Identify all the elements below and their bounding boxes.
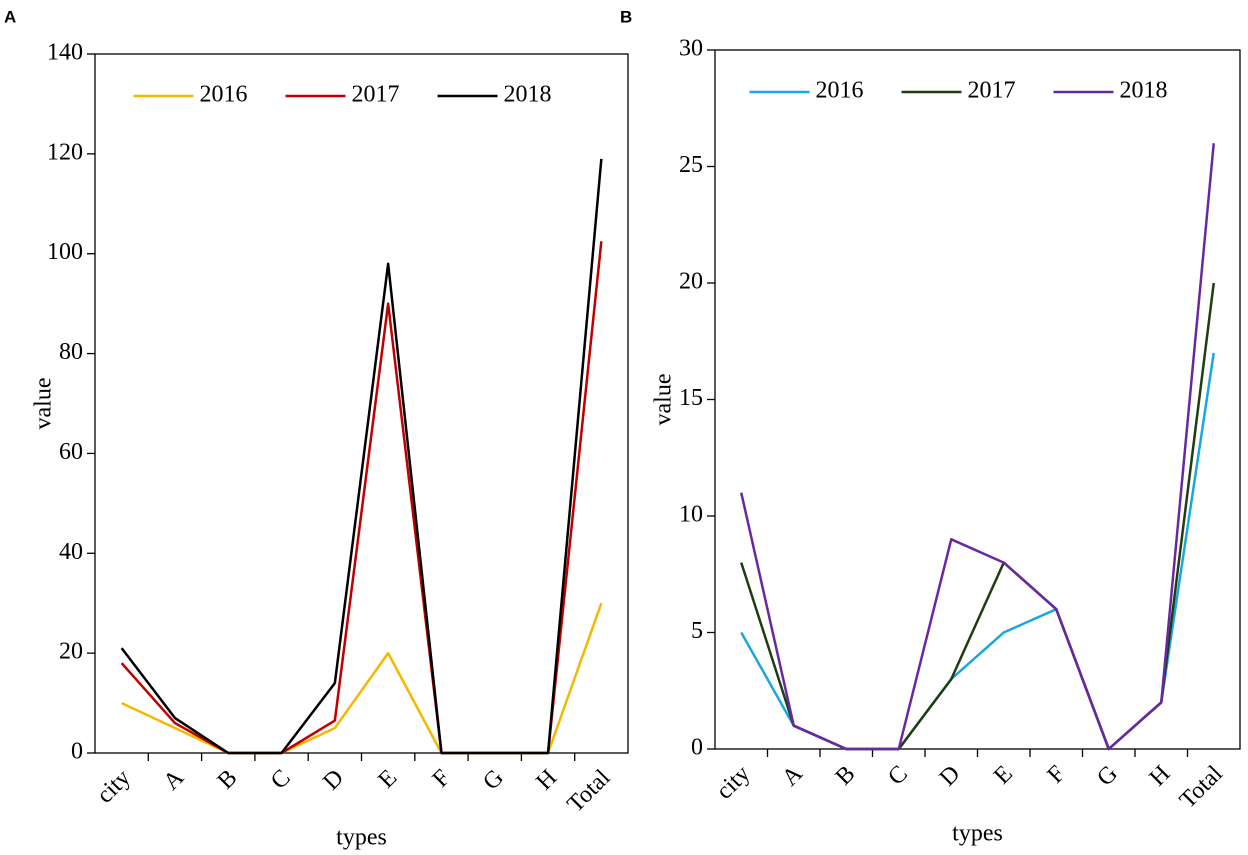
series-line [740, 143, 1215, 751]
x-tick-label: G [478, 765, 509, 796]
x-tick-label: C [266, 765, 296, 795]
y-tick-label: 30 [679, 36, 703, 62]
x-tick-label: H [532, 765, 563, 796]
x-tick-label: B [831, 761, 861, 791]
legend: 2016 2017 2018 [133, 82, 552, 108]
x-tick-label: Total [562, 765, 615, 818]
plot-frame [714, 49, 1241, 750]
y-tick-label: 120 [47, 139, 83, 165]
x-tick-label: city [712, 761, 756, 805]
y-tick-label: 0 [71, 739, 83, 765]
y-tick-label: 60 [59, 439, 83, 465]
legend-label: 2018 [1120, 78, 1168, 104]
x-axis-label: types [336, 825, 387, 851]
x-tick-label: Total [1175, 761, 1228, 814]
y-axis-label: value [651, 374, 677, 426]
legend-label: 2017 [968, 78, 1016, 104]
x-axis-label: types [952, 821, 1003, 847]
legend-label: 2017 [352, 82, 400, 108]
x-tick-label: G [1092, 761, 1123, 792]
y-tick-label: 0 [691, 735, 703, 761]
x-tick-label: E [374, 765, 403, 794]
x-tick-label: A [777, 760, 808, 791]
y-tick-label: 80 [59, 339, 83, 365]
x-tick-label: D [935, 761, 966, 792]
y-tick-label: 20 [59, 639, 83, 665]
series-line [120, 158, 603, 755]
legend: 2016 2017 2018 [749, 78, 1168, 104]
y-tick-label: 10 [679, 502, 703, 528]
x-tick-label: F [428, 765, 456, 793]
legend-label: 2016 [200, 82, 248, 108]
x-tick-label: H [1145, 761, 1176, 792]
y-tick-label: 20 [679, 269, 703, 295]
y-tick-label: 140 [47, 40, 83, 66]
x-tick-label: city [92, 765, 136, 809]
y-axis-label: value [31, 378, 57, 430]
legend-label: 2018 [504, 82, 552, 108]
y-tick-label: 5 [691, 618, 703, 644]
x-tick-label: E [989, 761, 1018, 790]
y-tick-label: 100 [47, 239, 83, 265]
x-tick-label: F [1043, 761, 1071, 789]
x-tick-label: C [883, 761, 913, 791]
panel-label: B [620, 7, 632, 26]
plot-frame [94, 53, 629, 754]
y-tick-label: 40 [59, 539, 83, 565]
y-tick-label: 25 [679, 152, 703, 178]
legend-label: 2016 [816, 78, 864, 104]
series-line [740, 282, 1215, 751]
panel-label: A [4, 7, 16, 26]
series-line [120, 241, 603, 755]
x-tick-label: D [318, 765, 349, 796]
x-tick-label: B [213, 765, 243, 795]
y-tick-label: 15 [679, 385, 703, 411]
x-tick-label: A [158, 764, 189, 795]
